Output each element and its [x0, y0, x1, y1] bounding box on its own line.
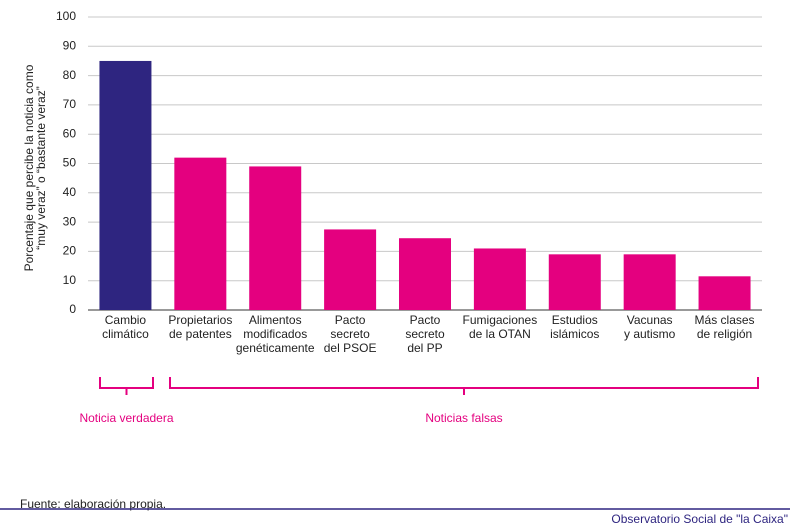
bar [249, 166, 302, 310]
x-tick-label: Estudios islámicos [550, 313, 599, 341]
y-tick-label: 80 [63, 68, 77, 82]
group-bracket [169, 377, 759, 395]
bar [399, 238, 451, 310]
y-tick-label: 40 [63, 185, 77, 199]
y-tick-label: 60 [63, 126, 77, 140]
y-tick-label: 0 [69, 302, 76, 316]
y-tick-label: 20 [63, 244, 77, 258]
x-tick-label: Alimentos modificados genéticamente [236, 313, 315, 355]
y-tick-label: 30 [63, 214, 77, 228]
group-bracket [99, 377, 154, 395]
x-tick-label: Cambio climático [102, 313, 149, 341]
group-label: Noticia verdadera [79, 411, 173, 425]
bar [698, 276, 751, 310]
publisher: Observatorio Social de "la Caixa" [611, 512, 788, 526]
group-label: Noticias falsas [425, 411, 502, 425]
bar [473, 248, 526, 310]
x-tick-label: Fumigaciones de la OTAN [463, 313, 538, 341]
bar [99, 60, 152, 311]
y-tick-label: 50 [63, 156, 77, 170]
y-tick-label: 90 [63, 38, 77, 52]
x-tick-label: Pacto secreto del PP [405, 313, 445, 355]
x-tick-label: Vacunas y autismo [624, 313, 676, 341]
x-tick-label: Propietarios de patentes [168, 313, 232, 341]
source: Fuente: elaboración propia. [20, 497, 166, 511]
y-axis-label: Porcentaje que percibe la noticia como“m… [22, 64, 48, 271]
bar [548, 254, 601, 310]
y-tick-label: 10 [63, 273, 77, 287]
bar [623, 254, 676, 310]
bar [174, 157, 227, 310]
bar [324, 229, 377, 310]
y-tick-label: 100 [56, 9, 76, 23]
x-tick-label: Pacto secreto del PSOE [324, 313, 377, 355]
y-tick-label: 70 [63, 97, 77, 111]
x-tick-label: Más clases de religión [695, 313, 755, 341]
